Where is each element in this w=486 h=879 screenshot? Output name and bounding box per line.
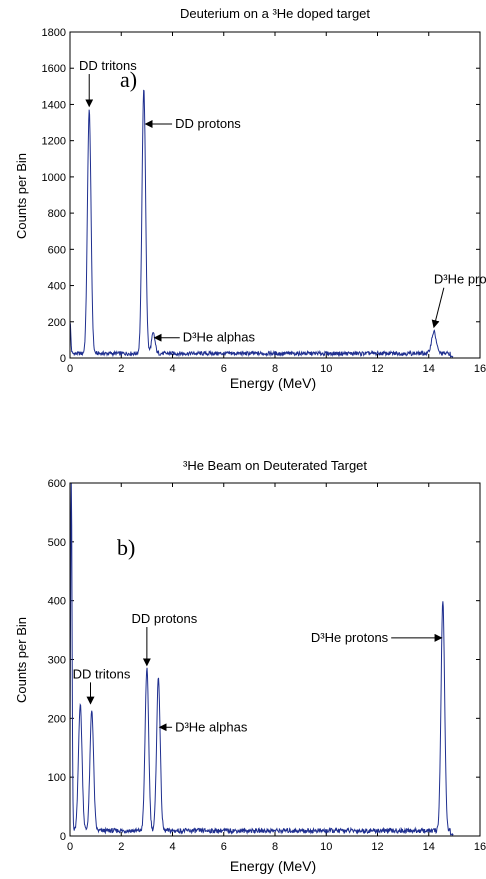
chart-title: ³He Beam on Deuterated Target (183, 458, 367, 473)
x-tick-label: 16 (474, 363, 486, 375)
x-tick-label: 4 (169, 841, 175, 853)
y-tick-label: 1800 (42, 27, 66, 39)
y-tick-label: 0 (60, 353, 66, 365)
annotation-label: D³He protons (311, 630, 389, 645)
series-line (69, 89, 454, 358)
annotation-label: DD protons (132, 611, 198, 626)
x-tick-label: 12 (371, 363, 383, 375)
x-tick-label: 2 (118, 841, 124, 853)
x-tick-label: 8 (272, 363, 278, 375)
chart-title: Deuterium on a ³He doped target (180, 6, 370, 21)
x-tick-label: 12 (371, 841, 383, 853)
x-axis-label: Energy (MeV) (230, 375, 316, 391)
x-tick-label: 0 (67, 841, 73, 853)
y-tick-label: 500 (48, 537, 66, 549)
y-tick-label: 1000 (42, 172, 66, 184)
y-tick-label: 800 (48, 208, 66, 220)
y-tick-label: 600 (48, 244, 66, 256)
y-tick-label: 300 (48, 655, 66, 667)
panel-label: a) (120, 67, 137, 92)
x-tick-label: 0 (67, 363, 73, 375)
x-tick-label: 10 (320, 363, 332, 375)
x-tick-label: 4 (169, 363, 175, 375)
y-axis-label: Counts per Bin (14, 617, 29, 703)
y-tick-label: 100 (48, 772, 66, 784)
x-tick-label: 8 (272, 841, 278, 853)
annotation-arrow (431, 287, 445, 329)
annotation-label: D³He alphas (183, 330, 256, 345)
x-tick-label: 14 (423, 841, 435, 853)
annotation-label: DD tritons (73, 666, 131, 681)
y-tick-label: 0 (60, 831, 66, 843)
x-tick-label: 14 (423, 363, 435, 375)
annotation-label: DD tritons (79, 58, 137, 73)
x-tick-label: 10 (320, 841, 332, 853)
panel-b: ³He Beam on Deuterated Target b) 0 2 4 6 8 10… (14, 458, 486, 874)
x-tick-label: 6 (221, 363, 227, 375)
x-tick-label: 2 (118, 363, 124, 375)
y-tick-label: 400 (48, 596, 66, 608)
x-tick-label: 16 (474, 841, 486, 853)
panel-label: b) (117, 535, 135, 560)
x-tick-label: 6 (221, 841, 227, 853)
annotation-label: DD protons (175, 116, 241, 131)
y-tick-label: 400 (48, 281, 66, 293)
axis-ticks: 0 2 4 6 8 10 12 14 16 0 200 400 600 800 1000 1200 1400 16… (42, 27, 486, 375)
y-tick-label: 1200 (42, 136, 66, 148)
annotations: DD tritons DD protons D³He alphas D³He prot… (79, 58, 486, 345)
y-tick-label: 200 (48, 317, 66, 329)
annotations: DD tritons DD protons D³He alphas D³He prot… (73, 611, 443, 734)
plot-frame (69, 482, 481, 837)
plot-frame (69, 31, 481, 359)
series-line (69, 482, 454, 837)
y-axis-label: Counts per Bin (14, 153, 29, 239)
y-tick-label: 1400 (42, 99, 66, 111)
y-tick-label: 600 (48, 478, 66, 490)
y-tick-label: 1600 (42, 63, 66, 75)
y-tick-label: 200 (48, 713, 66, 725)
x-axis-label: Energy (MeV) (230, 858, 316, 874)
annotation-label: D³He protons (434, 272, 486, 287)
annotation-label: D³He alphas (175, 719, 248, 734)
panel-a: Deuterium on a ³He doped target a) 0 2 4 6 8… (14, 6, 486, 391)
axis-ticks: 0 2 4 6 8 10 12 14 16 0 100 200 300 400 500 600 (48, 478, 486, 853)
